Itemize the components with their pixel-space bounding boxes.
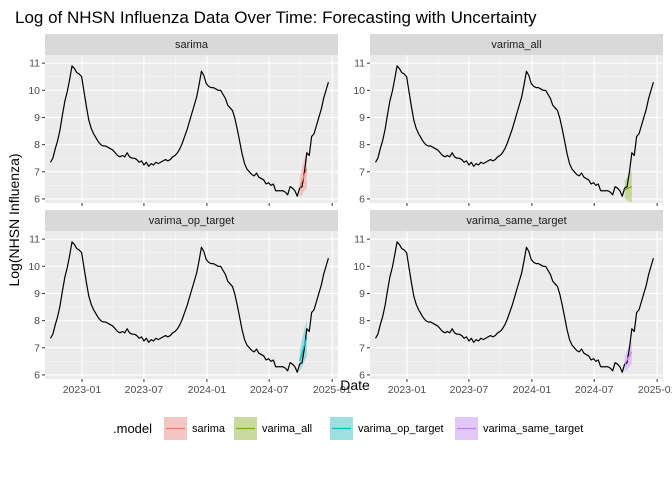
forecast-interval-varima_all [624,170,632,203]
forecast-line-varima_op_target [299,336,308,362]
y-tick-label: 8 [34,315,40,327]
facet-strip-label: sarima [175,39,209,51]
facet-strip-label: varima_all [491,39,541,51]
y-tick-label: 6 [34,370,40,382]
x-tick-label: 2024-07 [575,384,614,396]
forecast-line-sarima [299,168,308,189]
facet-varima_all: varima_all 6 7 8 9 10 11 [353,34,663,206]
y-tick-label: 11 [29,234,40,246]
x-tick-label: 2024-01 [188,384,227,396]
legend-label: varima_op_target [358,423,444,435]
panel-background [370,231,663,379]
panel-background [370,55,663,203]
y-tick-label: 10 [28,85,40,97]
forecast-line-varima_all [624,186,633,191]
observed-line [49,65,329,197]
y-tick-label: 7 [359,342,365,354]
facet-strip [45,210,338,231]
y-tick-label: 9 [359,112,365,124]
x-tick-label: 2024-07 [250,384,289,396]
x-tick-label: 2023-01 [388,384,427,396]
y-tick-label: 8 [34,139,40,151]
legend-item-varima_all: varima_all [234,417,312,440]
chart-title: Log of NHSN Influenza Data Over Time: Fo… [15,8,537,27]
facet-sarima: sarima 6 7 8 9 10 11 [28,34,338,206]
legend-label: sarima [192,423,226,435]
y-tick-label: 10 [353,261,365,273]
y-tick-label: 10 [353,85,365,97]
forecast-interval-varima_op_target [299,319,307,373]
facet-strip [370,34,663,55]
y-tick-label: 8 [359,315,365,327]
facet-strip-label: varima_op_target [149,215,235,227]
legend-item-varima_op_target: varima_op_target [330,417,444,440]
forecast-interval-sarima [299,150,307,198]
panel-background [45,231,338,379]
y-tick-label: 9 [34,112,40,124]
legend-label: varima_all [262,423,312,435]
facet-varima_op_target: varima_op_target 6 7 8 9 10 11 2023-01 2023-07 20… [28,210,352,396]
y-tick-label: 9 [34,288,40,300]
y-axis-title: Log(NHSN Influenza) [6,153,22,286]
facet-strip-label: varima_same_target [466,215,566,227]
y-tick-label: 11 [354,234,365,246]
facet-panels: sarima67891011varima_all67891011varima_o… [28,34,672,396]
x-tick-label: 2024-01 [513,384,552,396]
y-tick-label: 8 [359,139,365,151]
legend-item-sarima: sarima [164,417,226,440]
y-tick-label: 11 [29,58,40,70]
y-tick-label: 7 [34,342,40,354]
x-tick-label: 2023-07 [450,384,489,396]
y-tick-label: 7 [34,166,40,178]
x-axis-title: Date [340,377,370,393]
forecast-line-varima_same_target [624,351,633,365]
observed-line [374,65,654,197]
y-tick-label: 10 [28,261,40,273]
facet-strip [45,34,338,55]
x-tick-label: 2023-07 [125,384,164,396]
legend-label: varima_same_target [483,423,583,435]
y-tick-label: 6 [359,370,365,382]
y-tick-label: 11 [354,58,365,70]
x-tick-label: 2025-01 [313,384,352,396]
y-tick-label: 9 [359,288,365,300]
facet-varima_same_target: varima_same_target 6 7 8 9 10 11 2023-01 2023-07… [353,210,672,396]
y-tick-label: 7 [359,166,365,178]
legend-title: .model [113,421,152,436]
observed-line [374,241,654,373]
y-tick-label: 6 [359,194,365,206]
y-tick-label: 6 [34,194,40,206]
legend-item-varima_same_target: varima_same_target [455,417,583,440]
x-tick-label: 2023-01 [63,384,102,396]
x-tick-label: 2025-01 [638,384,672,396]
panel-background [45,55,338,203]
legend: .model sarima varima_all varima_op_target va… [113,417,583,440]
observed-line [49,241,329,373]
facet-strip [370,210,663,231]
